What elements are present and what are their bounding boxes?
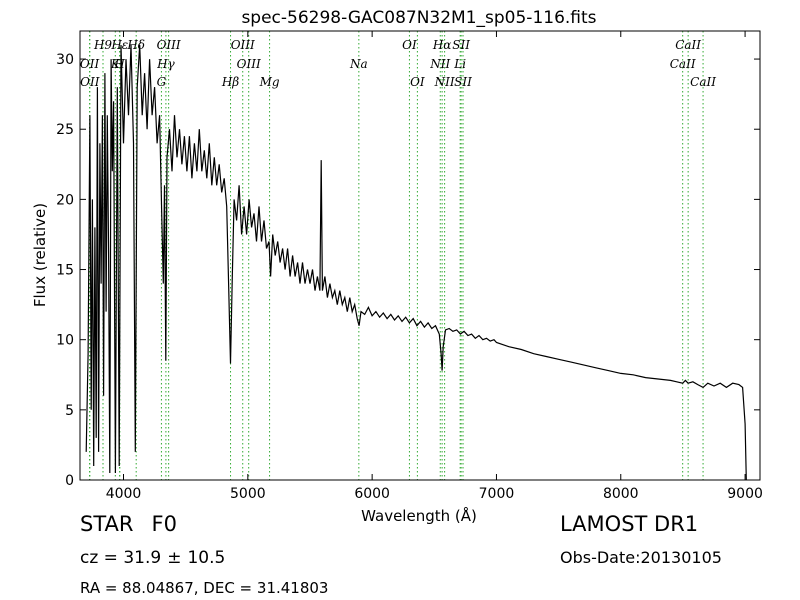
line-label-2: OII	[80, 75, 100, 89]
line-label-20: Li	[453, 57, 466, 71]
line-label-14: Na	[349, 57, 368, 71]
plot-frame	[79, 30, 761, 481]
object-subclass: F0	[151, 512, 177, 536]
x-tick-label-3: 7000	[479, 486, 515, 502]
x-tick-label-5: 9000	[727, 486, 763, 502]
x-axis-label: Wavelength (Å)	[361, 506, 477, 525]
line-label-7: OIII	[157, 38, 181, 52]
y-tick-label-5: 25	[56, 122, 74, 138]
x-tick-label-1: 5000	[230, 486, 266, 502]
line-label-3: K	[110, 57, 121, 71]
observation-date: Obs-Date:20130105	[560, 548, 722, 567]
y-tick-label-2: 10	[56, 333, 74, 349]
y-axis-ticks: 0 5 10 15 20 25 30	[56, 52, 760, 489]
redshift-line: cz = 31.9 ±10.5	[80, 548, 225, 568]
line-label-17: Hα	[432, 38, 452, 52]
line-label-1: OII	[80, 57, 100, 71]
survey-name: LAMOST DR1	[560, 512, 699, 536]
line-label-8: Hγ	[156, 57, 175, 71]
object-class-line: STAR F0	[80, 512, 177, 536]
line-label-13: Mg	[259, 75, 280, 89]
x-tick-label-2: 6000	[354, 486, 390, 502]
coordinates: RA = 88.04867, DEC = 31.41803	[80, 579, 329, 597]
line-label-11: OIII	[237, 57, 261, 71]
line-label-22: SII	[454, 75, 472, 89]
y-tick-label-3: 15	[56, 263, 74, 279]
line-label-15: OI	[402, 38, 417, 52]
line-label-6: Hδ	[126, 38, 145, 52]
x-tick-label-0: 4000	[106, 486, 142, 502]
line-label-16: OI	[410, 75, 425, 89]
line-label-10: OIII	[231, 38, 255, 52]
spectral-line-markers	[89, 31, 704, 480]
x-tick-label-4: 8000	[603, 486, 639, 502]
line-label-5: Hε	[110, 38, 128, 52]
cz-label: cz =	[80, 548, 124, 568]
cz-value: 31.9	[123, 548, 162, 568]
y-tick-label-0: 0	[65, 473, 74, 489]
object-class: STAR	[80, 512, 134, 536]
line-label-25: CaII	[690, 75, 716, 89]
cz-plus-minus: ±	[167, 548, 182, 568]
y-tick-label-6: 30	[56, 52, 74, 68]
y-tick-label-1: 5	[65, 403, 74, 419]
spectral-line-labels: H9 OII OII KH Hε Hδ OIII Hγ G OIII OIII Hβ Mg Na OI OI H…	[80, 38, 716, 89]
line-label-18: SII	[452, 38, 470, 52]
line-label-23: CaII	[675, 38, 701, 52]
y-axis-label: Flux (relative)	[31, 203, 49, 307]
chart-title: spec-56298-GAC087N32M1_sp05-116.fits	[241, 8, 596, 28]
line-label-4: H	[113, 57, 125, 71]
line-label-12: Hβ	[221, 75, 239, 89]
y-tick-label-4: 20	[56, 192, 74, 208]
line-label-21: NII	[434, 75, 455, 89]
line-label-0: H9	[93, 38, 112, 52]
line-label-19: NII	[429, 57, 450, 71]
cz-error: 10.5	[187, 548, 226, 568]
line-label-9: G	[157, 75, 167, 89]
spectrum-line	[85, 44, 747, 481]
line-label-24: CaII	[670, 57, 696, 71]
x-axis-ticks: 4000 5000 6000 7000 8000 9000	[106, 31, 763, 502]
